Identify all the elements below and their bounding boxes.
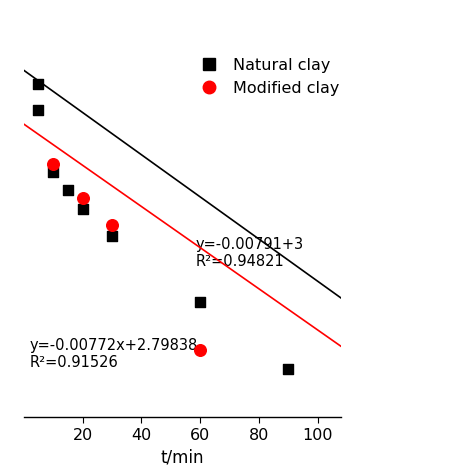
Text: y=-0.00791+3
R²=0.94821: y=-0.00791+3 R²=0.94821 <box>195 237 303 269</box>
Point <box>284 365 292 373</box>
Text: y=-0.00772x+2.79838
R²=0.91526: y=-0.00772x+2.79838 R²=0.91526 <box>30 338 198 370</box>
Legend: Natural clay, Modified clay: Natural clay, Modified clay <box>193 58 340 96</box>
Point <box>49 160 57 167</box>
Point <box>196 346 204 354</box>
Point <box>79 205 86 213</box>
Point <box>108 232 116 239</box>
Point <box>35 107 42 114</box>
Point <box>108 221 116 229</box>
Point <box>79 194 86 202</box>
Point <box>196 299 204 306</box>
Point <box>49 168 57 175</box>
X-axis label: t/min: t/min <box>161 448 204 466</box>
Point <box>64 186 72 194</box>
Point <box>35 80 42 87</box>
